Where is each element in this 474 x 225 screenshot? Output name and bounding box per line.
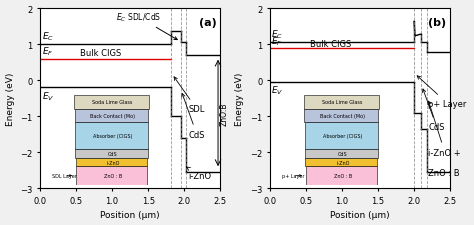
Text: $E_F$: $E_F$ [272,36,283,48]
Text: CdS: CdS [422,90,445,132]
Text: ZnO:B: ZnO:B [219,102,228,126]
Y-axis label: Energy (eV): Energy (eV) [236,72,245,125]
Y-axis label: Energy (eV): Energy (eV) [6,72,15,125]
Text: (a): (a) [199,18,216,28]
Text: i-ZnO: i-ZnO [186,167,211,180]
Text: p+ Layer: p+ Layer [417,76,467,109]
Text: Bulk CIGS: Bulk CIGS [310,40,351,49]
Text: (b): (b) [428,18,447,28]
Text: $E_F$: $E_F$ [42,45,53,58]
Text: SDL: SDL [174,78,205,114]
Text: Bulk CIGS: Bulk CIGS [80,49,121,58]
Text: $E_V$: $E_V$ [272,84,284,97]
X-axis label: Position (μm): Position (μm) [100,211,160,219]
X-axis label: Position (μm): Position (μm) [330,211,390,219]
Text: $E_C$: $E_C$ [272,28,283,40]
Text: ZnO : B: ZnO : B [428,168,460,177]
Text: $E_C$ SDL/CdS: $E_C$ SDL/CdS [116,11,177,40]
Text: $E_C$: $E_C$ [42,31,54,43]
Text: i-ZnO +: i-ZnO + [428,102,461,157]
Text: CdS: CdS [182,94,205,139]
Text: $E_V$: $E_V$ [42,90,54,102]
